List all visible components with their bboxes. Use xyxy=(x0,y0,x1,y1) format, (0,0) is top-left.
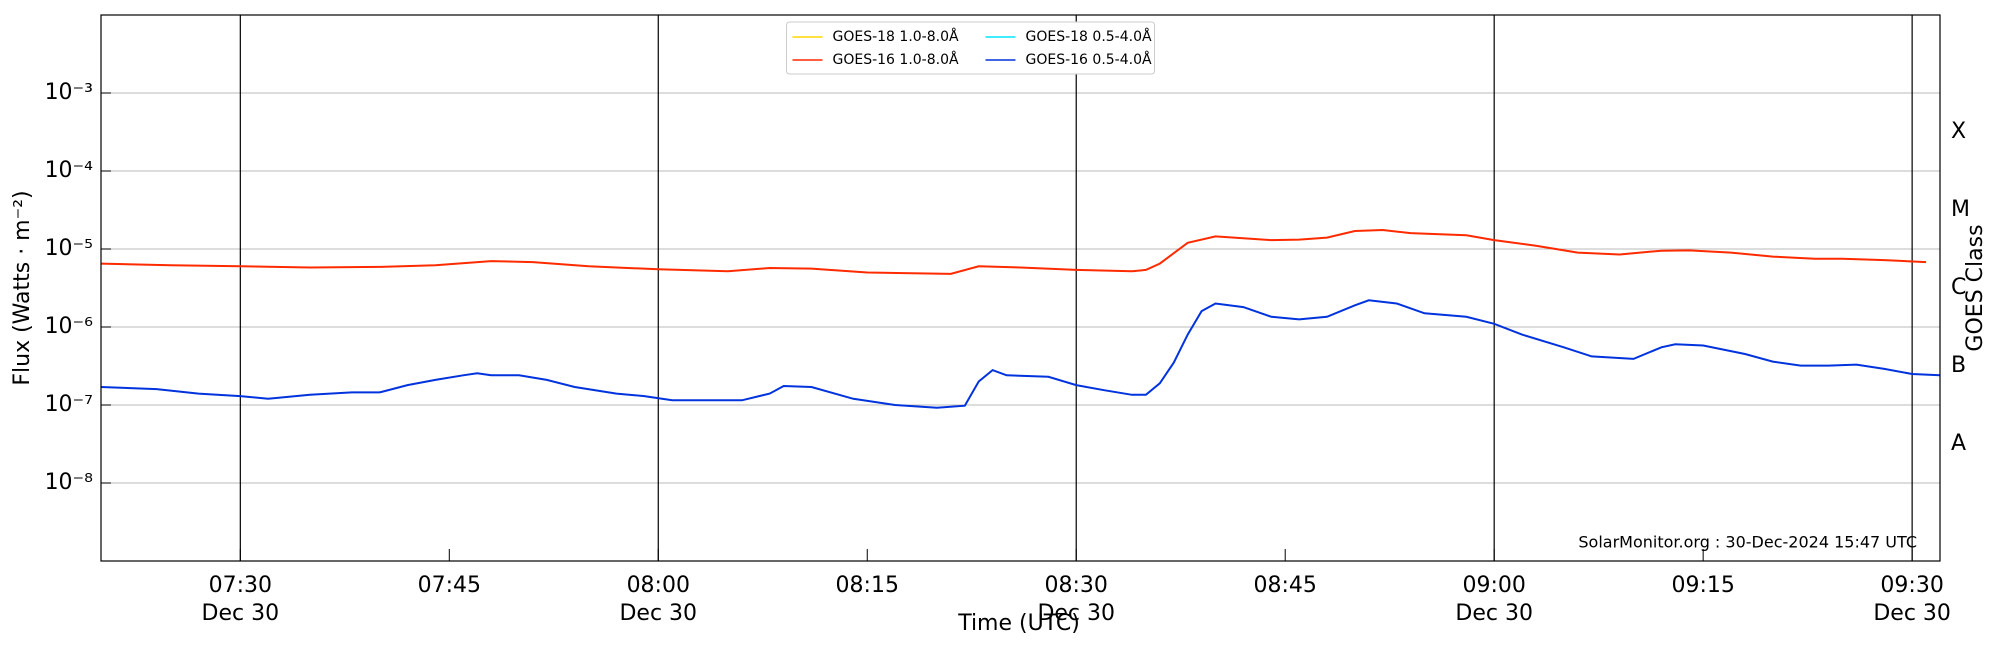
series-line xyxy=(100,228,1927,275)
x-tick-label: 07:45 xyxy=(418,573,481,598)
plot-frame xyxy=(100,14,1941,562)
legend-label: GOES-16 1.0-8.0Å xyxy=(833,51,959,68)
x-tick-label: 07:30 xyxy=(209,573,272,598)
x-tick-date: Dec 30 xyxy=(619,601,697,626)
x-tick-label: 09:00 xyxy=(1462,573,1525,598)
legend-label: GOES-18 0.5-4.0Å xyxy=(1026,28,1152,45)
legend-label: GOES-16 0.5-4.0Å xyxy=(1026,51,1152,68)
x-tick-label: 08:30 xyxy=(1045,573,1108,598)
x-axis-label: Time (UTC) xyxy=(957,611,1080,636)
x-tick-label: 09:15 xyxy=(1671,573,1734,598)
y-tick-label: 10⁻⁷ xyxy=(45,392,93,417)
y-tick-label: 10⁻⁶ xyxy=(45,314,94,339)
y2-tick-label: M xyxy=(1951,197,1970,222)
y2-tick-label: B xyxy=(1951,353,1966,378)
x-tick-date: Dec 30 xyxy=(202,601,280,626)
y-tick-label: 10⁻⁸ xyxy=(45,470,94,495)
y-tick-label: 10⁻³ xyxy=(45,80,93,105)
legend-label: GOES-18 1.0-8.0Å xyxy=(833,28,959,45)
y-axis-label: Flux (Watts · m⁻²) xyxy=(10,190,35,385)
legend-box xyxy=(786,21,1155,75)
y2-tick-label: C xyxy=(1951,275,1966,300)
x-tick-date: Dec 30 xyxy=(1455,601,1533,626)
x-tick-label: 08:00 xyxy=(627,573,690,598)
annotation: SolarMonitor.org : 30-Dec-2024 15:47 UTC xyxy=(1578,533,1917,552)
x-tick-label: 08:45 xyxy=(1254,573,1317,598)
series-line xyxy=(100,299,1941,409)
y2-axis-label: GOES Class xyxy=(1963,224,1988,351)
x-tick-label: 08:15 xyxy=(836,573,899,598)
x-tick-label: 09:30 xyxy=(1880,573,1943,598)
y-tick-label: 10⁻⁴ xyxy=(45,158,94,183)
y2-tick-label: X xyxy=(1951,119,1966,144)
y2-tick-label: A xyxy=(1951,431,1966,456)
x-tick-date: Dec 30 xyxy=(1873,601,1951,626)
y-tick-label: 10⁻⁵ xyxy=(45,236,93,261)
legend: GOES-18 1.0-8.0Å GOES-16 1.0-8.0Å GOES-18 … xyxy=(786,21,1155,75)
x-tick-date: Dec 30 xyxy=(1037,601,1115,626)
